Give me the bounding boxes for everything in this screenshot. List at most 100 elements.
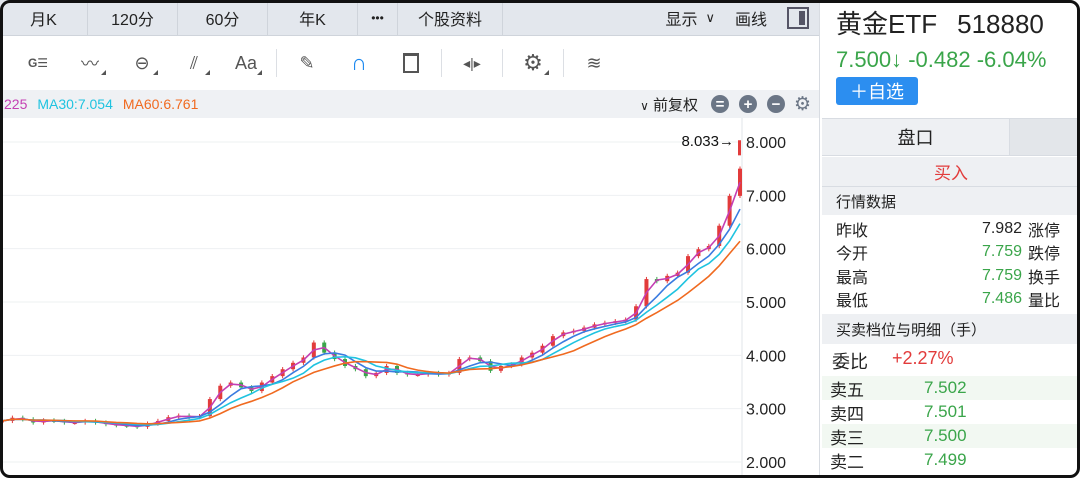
zoom-range-icon[interactable]: ◂|▸ bbox=[463, 54, 481, 71]
collapse-icon[interactable]: = bbox=[710, 95, 729, 113]
ma30-value: MA30:7.054 bbox=[37, 96, 113, 112]
order-book-header: 买卖档位与明细（手） bbox=[822, 314, 1080, 344]
y-tick-label: 7.000 bbox=[746, 188, 786, 205]
level-label: 卖四 bbox=[830, 404, 864, 424]
tab-other[interactable] bbox=[1010, 119, 1080, 155]
weibi-value: +2.27% bbox=[892, 348, 954, 368]
sidebar-toggle-icon[interactable] bbox=[777, 0, 819, 35]
display-label: 显示 bbox=[665, 11, 698, 29]
y-tick-label: 5.000 bbox=[746, 295, 786, 312]
quote-right-label: 涨停 bbox=[1028, 222, 1061, 240]
stock-name: 黄金ETF bbox=[836, 9, 938, 39]
layers-icon[interactable]: ≋ bbox=[586, 52, 602, 73]
fork-icon[interactable]: ⫽ bbox=[168, 43, 220, 83]
quote-row: 昨收 7.982 涨停 bbox=[836, 217, 1076, 240]
ma60-line bbox=[1, 240, 741, 425]
y-tick-label: 6.000 bbox=[746, 242, 786, 259]
zoom-out-icon[interactable]: − bbox=[766, 95, 785, 113]
level-price: 7.501 bbox=[924, 402, 967, 421]
draw-line-button[interactable]: 画线 bbox=[734, 11, 767, 29]
chevron-down-icon: ∨ bbox=[705, 9, 715, 25]
ma-legend: 225 MA30:7.054 MA60:6.761 ∨ 前复权 = + − ⚙ bbox=[0, 90, 819, 118]
order-book-row: 卖三 7.500 bbox=[822, 424, 1080, 448]
level-label: 卖五 bbox=[830, 380, 864, 400]
trend-line-icon[interactable]: 〰 bbox=[64, 43, 116, 83]
last-price: 7.500↓ bbox=[836, 47, 903, 72]
max-price-label: 8.033→ bbox=[681, 133, 734, 150]
quote-row: 今开 7.759 跌停 bbox=[836, 241, 1076, 264]
quote-label: 昨收 bbox=[836, 222, 869, 240]
y-tick-label: 2.000 bbox=[746, 455, 786, 472]
period-tabs: 月K 120分 60分 年K ••• 个股资料 显示 ∨ 画线 bbox=[0, 0, 819, 36]
quote-right-label: 换手 bbox=[1028, 269, 1061, 287]
tab-order-book[interactable]: 盘口 bbox=[822, 119, 1010, 155]
chart-panel: 月K 120分 60分 年K ••• 个股资料 显示 ∨ 画线 G☰ 〰 ⊖ ⫽ … bbox=[0, 0, 820, 478]
stock-quote: 7.500↓ -0.482 -6.04% bbox=[822, 41, 1080, 73]
magnet-icon[interactable]: ∩ bbox=[351, 50, 367, 75]
tab-monthly[interactable]: 月K bbox=[0, 0, 88, 35]
add-watchlist-button[interactable]: ＋自选 bbox=[836, 77, 918, 105]
trash-icon[interactable] bbox=[385, 43, 437, 83]
buy-button[interactable]: 买入 bbox=[822, 157, 1080, 187]
tab-120min[interactable]: 120分 bbox=[88, 0, 178, 35]
chevron-down-icon: ∨ bbox=[640, 98, 649, 113]
ma30-line bbox=[1, 223, 741, 426]
max-candle bbox=[738, 140, 741, 156]
adjust-dropdown[interactable]: ∨ 前复权 bbox=[640, 94, 698, 115]
quote-label: 最低 bbox=[836, 293, 869, 310]
tab-yearly[interactable]: 年K bbox=[268, 0, 358, 35]
quote-value: 7.982 bbox=[981, 219, 1022, 237]
divider bbox=[276, 49, 277, 77]
level-price: 7.502 bbox=[924, 378, 967, 397]
y-tick-label: 4.000 bbox=[746, 348, 786, 365]
level-price: 7.500 bbox=[924, 426, 967, 445]
eraser-icon[interactable]: ✎ bbox=[299, 52, 315, 73]
market-data-header: 行情数据 bbox=[822, 187, 1080, 215]
chart-settings-icon[interactable]: ⚙ bbox=[793, 93, 811, 115]
price-change-pct: -6.04% bbox=[976, 47, 1047, 72]
quote-label: 今开 bbox=[836, 246, 869, 263]
stock-title: 黄金ETF 518880 bbox=[822, 0, 1080, 41]
price-change: -0.482 bbox=[908, 47, 971, 72]
quote-right-label: 跌停 bbox=[1028, 246, 1061, 263]
divider bbox=[563, 49, 564, 77]
ma5-line bbox=[1, 181, 741, 428]
adjust-label: 前复权 bbox=[652, 96, 698, 114]
level-label: 卖二 bbox=[830, 452, 864, 472]
display-menu[interactable]: 显示 ∨ bbox=[655, 0, 725, 35]
order-book-row: 卖四 7.501 bbox=[822, 400, 1080, 424]
y-tick-label: 8.000 bbox=[746, 135, 786, 152]
panel-tabs: 盘口 bbox=[822, 118, 1080, 156]
quote-row: 最高 7.759 换手 bbox=[836, 264, 1076, 287]
quote-value: 7.759 bbox=[981, 266, 1022, 284]
candle-body bbox=[738, 168, 742, 196]
divider bbox=[441, 49, 442, 77]
tab-60min[interactable]: 60分 bbox=[178, 0, 268, 35]
tab-stock-info[interactable]: 个股资料 bbox=[398, 0, 503, 35]
level-price: 7.499 bbox=[924, 450, 967, 469]
ma60-value: MA60:6.761 bbox=[122, 96, 199, 112]
price-chart[interactable]: 8.000 7.000 6.000 5.000 4.000 3.000 2.000 8.033… bbox=[0, 118, 820, 478]
level-label: 卖三 bbox=[830, 428, 864, 448]
quote-label: 最高 bbox=[836, 269, 869, 287]
cycle-icon[interactable]: ⊖ bbox=[116, 43, 168, 83]
text-icon[interactable]: Aa bbox=[220, 43, 272, 83]
ma-partial-value: 225 bbox=[4, 96, 28, 112]
zoom-in-icon[interactable]: + bbox=[738, 95, 757, 113]
y-tick-label: 3.000 bbox=[746, 402, 786, 419]
drawing-toolbar: G☰ 〰 ⊖ ⫽ Aa ✎ ∩ ◂|▸ ⚙ ≋ bbox=[0, 36, 819, 90]
more-tabs-button[interactable]: ••• bbox=[358, 0, 398, 35]
divider bbox=[502, 49, 503, 77]
quote-right-label: 量比 bbox=[1028, 293, 1061, 310]
order-book-row: 卖五 7.502 bbox=[822, 376, 1080, 400]
order-book-row: 卖二 7.499 bbox=[822, 448, 1080, 472]
weibi-label: 委比 bbox=[832, 352, 868, 372]
stock-code: 518880 bbox=[957, 9, 1044, 39]
settings-icon[interactable]: ⚙ bbox=[507, 43, 559, 83]
indicator-icon[interactable]: G☰ bbox=[27, 56, 49, 70]
quote-panel: 黄金ETF 518880 7.500↓ -0.482 -6.04% ＋自选 盘口 … bbox=[822, 0, 1080, 478]
quote-row: 最低 7.486 量比 bbox=[836, 288, 1076, 311]
quote-value: 7.759 bbox=[981, 243, 1022, 260]
weibi-row: 委比 +2.27% bbox=[832, 348, 954, 374]
quote-value: 7.486 bbox=[981, 290, 1022, 307]
